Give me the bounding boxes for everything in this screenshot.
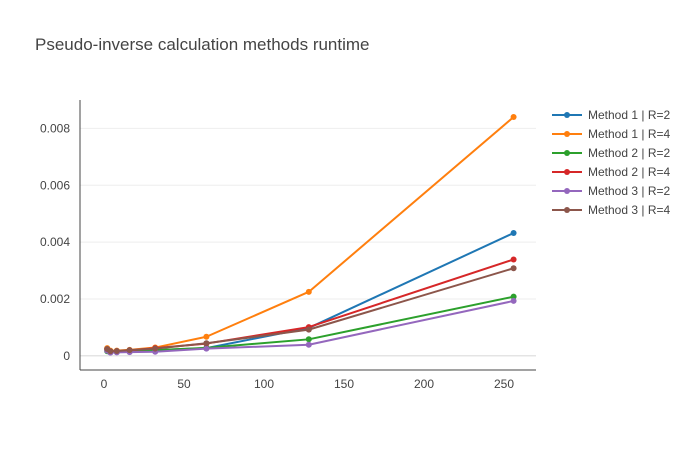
legend-swatch-marker bbox=[564, 112, 570, 118]
data-point[interactable] bbox=[152, 345, 159, 352]
axes: 0 0.002 0.004 0.006 0.008 0 50 100 150 200 250 bbox=[40, 100, 536, 391]
y-tick-label: 0.008 bbox=[40, 121, 70, 135]
y-tick-label: 0.006 bbox=[40, 178, 70, 192]
data-point[interactable] bbox=[510, 230, 517, 237]
data-point[interactable] bbox=[107, 348, 114, 355]
data-point[interactable] bbox=[305, 336, 312, 343]
data-point[interactable] bbox=[510, 114, 517, 121]
data-point[interactable] bbox=[305, 326, 312, 333]
legend-swatch-marker bbox=[564, 188, 570, 194]
data-point[interactable] bbox=[510, 265, 517, 272]
series-group bbox=[104, 114, 517, 356]
legend-swatch-marker bbox=[564, 150, 570, 156]
data-point[interactable] bbox=[305, 341, 312, 348]
data-point[interactable] bbox=[113, 347, 120, 354]
legend-swatch-marker bbox=[564, 169, 570, 175]
legend-label: Method 2 | R=4 bbox=[588, 165, 670, 179]
data-point[interactable] bbox=[510, 297, 517, 304]
x-tick-label: 250 bbox=[494, 377, 514, 391]
legend-item[interactable]: Method 3 | R=2 bbox=[552, 184, 670, 198]
legend-item[interactable]: Method 2 | R=2 bbox=[552, 146, 670, 160]
grid-lines bbox=[80, 127, 536, 357]
y-tick-label: 0 bbox=[63, 349, 70, 363]
legend-item[interactable]: Method 3 | R=4 bbox=[552, 203, 670, 217]
data-point[interactable] bbox=[203, 345, 210, 352]
data-point[interactable] bbox=[510, 256, 517, 263]
x-tick-label: 100 bbox=[254, 377, 274, 391]
legend-label: Method 1 | R=2 bbox=[588, 108, 670, 122]
legend-label: Method 3 | R=4 bbox=[588, 203, 670, 217]
data-point[interactable] bbox=[510, 293, 517, 300]
legend-swatch-marker bbox=[564, 131, 570, 137]
series-6 bbox=[104, 265, 517, 355]
x-tick-label: 200 bbox=[414, 377, 434, 391]
data-point[interactable] bbox=[305, 288, 312, 295]
legend-swatch-marker bbox=[564, 207, 570, 213]
x-tick-label: 50 bbox=[177, 377, 191, 391]
chart-title: Pseudo-inverse calculation methods runti… bbox=[35, 35, 370, 54]
y-tick-label: 0.002 bbox=[40, 292, 70, 306]
legend-label: Method 1 | R=4 bbox=[588, 127, 670, 141]
legend-item[interactable]: Method 2 | R=4 bbox=[552, 165, 670, 179]
legend-label: Method 3 | R=2 bbox=[588, 184, 670, 198]
y-tick-label: 0.004 bbox=[40, 235, 70, 249]
series-line bbox=[106, 116, 515, 352]
data-point[interactable] bbox=[203, 340, 210, 347]
data-point[interactable] bbox=[203, 333, 210, 340]
data-point[interactable] bbox=[126, 347, 133, 354]
series-2 bbox=[104, 114, 517, 354]
legend-item[interactable]: Method 1 | R=4 bbox=[552, 127, 670, 141]
legend[interactable]: Method 1 | R=2 Method 1 | R=4 Method 2 | R… bbox=[552, 108, 670, 217]
x-tick-label: 150 bbox=[334, 377, 354, 391]
legend-label: Method 2 | R=2 bbox=[588, 146, 670, 160]
x-tick-label: 0 bbox=[101, 377, 108, 391]
legend-item[interactable]: Method 1 | R=2 bbox=[552, 108, 670, 122]
